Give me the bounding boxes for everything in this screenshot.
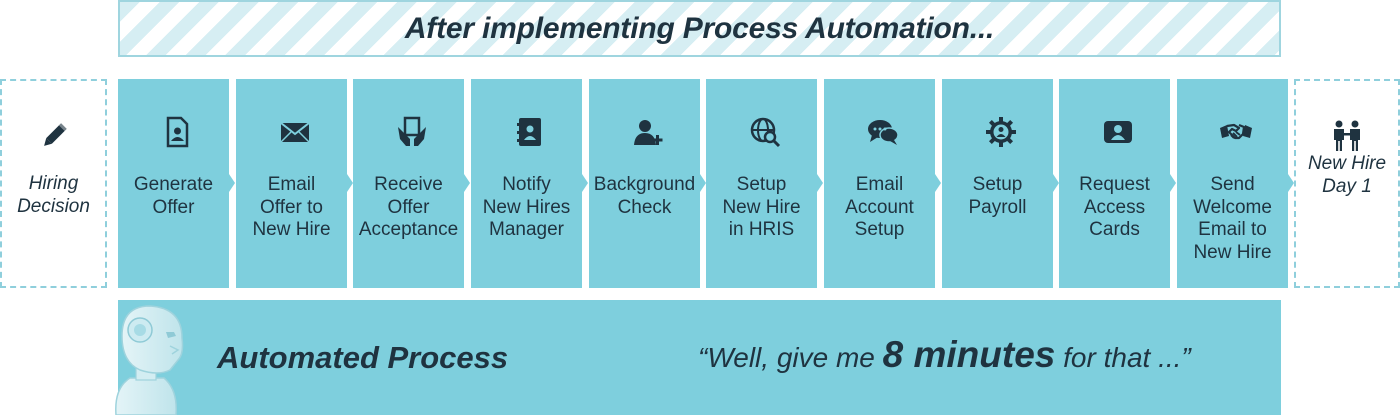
step-setup-hris: Setup New Hire in HRIS xyxy=(706,79,823,288)
step-send-welcome-email: Send Welcome Email to New Hire xyxy=(1177,79,1294,288)
step-receive-acceptance: Receive Offer Acceptance xyxy=(353,79,470,288)
step-label: Notify New Hires Manager xyxy=(482,174,571,240)
step-label: Send Welcome Email to New Hire xyxy=(1193,174,1272,263)
hands-document-icon xyxy=(397,116,426,146)
quote-text-start: “Well, give me xyxy=(698,342,883,373)
step-label: Setup New Hire in HRIS xyxy=(722,174,801,240)
start-label: Hiring Decision xyxy=(17,172,90,217)
header-banner: After implementing Process Automation... xyxy=(118,0,1281,57)
address-book-icon xyxy=(516,118,541,146)
step-label: Request Access Cards xyxy=(1079,174,1150,240)
document-profile-icon xyxy=(166,116,188,148)
end-box: New Hire Day 1 xyxy=(1294,79,1400,288)
robot-icon xyxy=(115,305,184,415)
automated-process-bar xyxy=(118,300,1281,415)
step-label: Setup Payroll xyxy=(968,174,1027,218)
end-label: New Hire Day 1 xyxy=(1307,152,1387,197)
step-notify-manager: Notify New Hires Manager xyxy=(471,79,588,288)
automated-process-title: Automated Process xyxy=(217,340,509,375)
business-people-icon xyxy=(1334,120,1360,151)
chat-bubbles-icon xyxy=(867,120,899,145)
step-label: Generate Offer xyxy=(133,174,214,218)
pencil-icon xyxy=(43,123,67,146)
step-generate-offer: Generate Offer xyxy=(118,79,235,288)
add-user-icon xyxy=(633,120,662,145)
globe-search-icon xyxy=(750,117,780,148)
step-request-access-cards: Request Access Cards xyxy=(1059,79,1176,288)
step-email-account: Email Account Setup xyxy=(824,79,941,288)
step-setup-payroll: Setup Payroll xyxy=(942,79,1059,288)
automation-quote: “Well, give me 8 minutes for that ...” xyxy=(698,334,1191,376)
step-label: Email Offer to New Hire xyxy=(252,174,331,240)
quote-emphasis: 8 minutes xyxy=(882,334,1056,375)
envelope-icon xyxy=(279,122,310,143)
step-background-check: Background Check xyxy=(589,79,706,288)
id-card-icon xyxy=(1103,121,1132,143)
handshake-icon xyxy=(1219,123,1252,140)
gear-person-icon xyxy=(985,117,1016,147)
start-box: Hiring Decision xyxy=(0,79,107,288)
banner-title: After implementing Process Automation... xyxy=(404,11,995,45)
step-email-offer: Email Offer to New Hire xyxy=(236,79,353,288)
step-label: Receive Offer Acceptance xyxy=(358,174,459,240)
step-label: Email Account Setup xyxy=(845,174,914,240)
step-label: Background Check xyxy=(593,174,696,218)
quote-text-end: for that ...” xyxy=(1055,342,1191,373)
